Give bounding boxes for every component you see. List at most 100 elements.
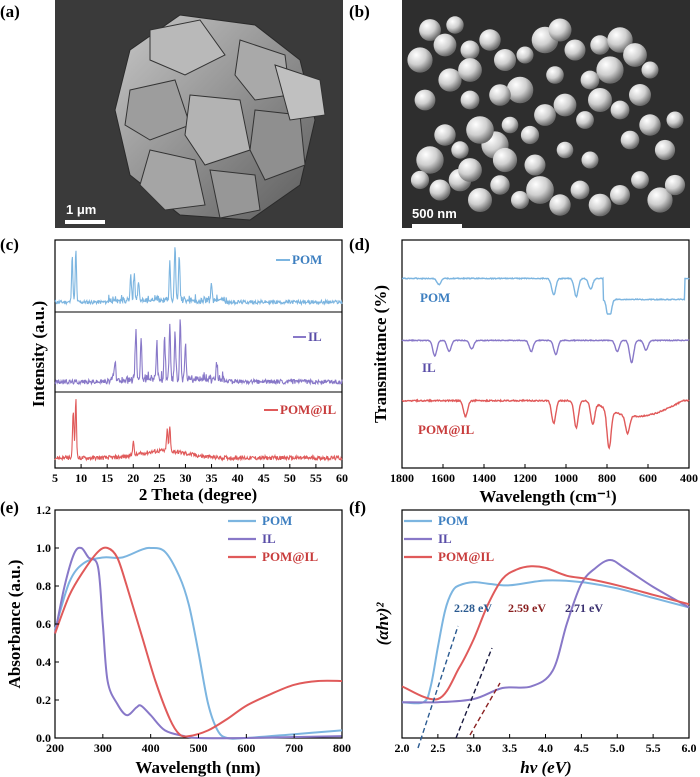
x-tick-label: 400 — [680, 471, 698, 485]
particle — [596, 56, 624, 84]
particle — [641, 61, 659, 79]
particle — [546, 66, 564, 84]
particle — [610, 185, 630, 205]
y-tick-label: 1.2 — [36, 503, 51, 517]
x-tick-label: 2.5 — [430, 741, 445, 755]
y-tick-label: 0.4 — [36, 655, 51, 669]
particle — [429, 179, 451, 201]
x-tick-label: 55 — [310, 471, 322, 485]
particle — [666, 111, 684, 129]
y-axis-label-e: Absorbance (a.u.) — [5, 560, 24, 689]
x-tick-label: 20 — [127, 471, 139, 485]
crystal-aggregate — [114, 14, 326, 221]
particle — [410, 170, 430, 190]
legend-c: POM IL POM@IL — [264, 252, 336, 417]
particle — [664, 174, 686, 196]
bandgap-pom: 2.28 eV — [454, 601, 492, 615]
bandgap-il: 2.71 eV — [565, 601, 603, 615]
particle — [416, 146, 444, 174]
particle — [548, 18, 572, 42]
x-tick-label: 4.5 — [574, 741, 589, 755]
particle — [434, 124, 456, 146]
particle — [647, 187, 673, 213]
axis-ticks-e: 200 300 400 500 600 700 800 0.0 0.2 0.4 0.6 0.8 1.0 1… — [36, 503, 351, 755]
particle — [490, 175, 510, 195]
legend-e: POM IL POM@IL — [228, 513, 318, 564]
particle — [460, 40, 480, 60]
x-tick-label: 1000 — [554, 471, 578, 485]
particle — [580, 70, 600, 90]
x-tick-label: 10 — [75, 471, 87, 485]
ftir-line-pom — [401, 276, 690, 315]
legend-f-pomil: POM@IL — [438, 549, 494, 564]
particle-cluster — [407, 16, 686, 217]
uv-line-pom — [54, 546, 343, 740]
x-axis-ticks-f: 2.0 2.5 3.0 3.5 4.0 4.5 5.0 5.5 6.0 — [395, 734, 697, 755]
particle — [570, 180, 590, 200]
particle — [607, 27, 633, 53]
legend-e-pom: POM — [262, 513, 292, 528]
x-tick-label: 800 — [598, 471, 616, 485]
x-axis-label-e: Wavelength (nm) — [135, 758, 260, 777]
legend-c-il: IL — [308, 329, 322, 344]
particle — [494, 49, 516, 71]
particle — [458, 158, 482, 182]
x-tick-label: 15 — [101, 471, 113, 485]
x-tick-label: 6.0 — [682, 741, 697, 755]
panel-label-e: (e) — [0, 498, 19, 517]
y-tick-label: 0.0 — [36, 731, 51, 745]
panel-label-c: (c) — [0, 235, 19, 254]
x-tick-label: 50 — [284, 471, 296, 485]
particle — [629, 84, 651, 106]
y-tick-label: 0.8 — [36, 579, 51, 593]
y-axis-label-f: (αhν)² — [373, 602, 392, 646]
particle — [590, 35, 610, 55]
panel-b: 500 nm (b) — [349, 0, 690, 228]
legend-f-pom: POM — [438, 513, 468, 528]
legend-e-pomil: POM@IL — [262, 549, 318, 564]
scale-bar-label-a: 1 μm — [66, 202, 96, 217]
x-tick-label: 60 — [336, 471, 348, 485]
panel-label-d: (d) — [349, 235, 370, 254]
xrd-series — [54, 247, 343, 463]
panel-label-a: (a) — [0, 2, 20, 21]
particle — [433, 33, 457, 57]
panel-c: (c) 5 10 15 20 25 30 35 40 45 50 55 60 POM IL POM@I… — [0, 235, 348, 504]
particle — [581, 151, 599, 169]
x-tick-label: 4.0 — [538, 741, 553, 755]
xrd-line-pom — [54, 247, 343, 307]
label-d-pomil: POM@IL — [418, 422, 474, 437]
particle — [468, 188, 492, 212]
x-tick-label: 800 — [333, 741, 351, 755]
x-tick-label: 3.0 — [466, 741, 481, 755]
particle — [620, 130, 640, 150]
x-axis-label-d: Wavelength (cm⁻¹) — [479, 487, 616, 506]
particle — [419, 19, 441, 41]
x-tick-label: 35 — [206, 471, 218, 485]
scale-bar-label-b: 500 nm — [412, 206, 457, 221]
particle — [623, 43, 647, 67]
particle — [451, 141, 469, 159]
x-tick-label: 1800 — [390, 471, 414, 485]
y-tick-label: 1.0 — [36, 541, 51, 555]
particle — [438, 68, 462, 92]
particle — [489, 84, 511, 106]
x-tick-label: 1200 — [513, 471, 537, 485]
particle — [524, 154, 546, 176]
particle — [516, 46, 534, 64]
legend-f-il: IL — [438, 531, 452, 546]
label-d-il: IL — [422, 360, 436, 375]
particle — [654, 139, 676, 161]
x-tick-label: 3.5 — [502, 741, 517, 755]
x-tick-label: 5 — [52, 471, 58, 485]
x-tick-label: 1600 — [431, 471, 455, 485]
label-d-pom: POM — [420, 290, 450, 305]
panel-e: (e) 200 300 400 500 600 700 800 0.0 0.2 0.4 0.6 0.8… — [0, 498, 351, 777]
particle — [520, 125, 540, 145]
particle — [458, 58, 482, 82]
x-tick-label: 25 — [153, 471, 165, 485]
x-tick-label: 400 — [142, 741, 160, 755]
uv-line-il — [54, 546, 343, 740]
particle — [639, 114, 661, 136]
